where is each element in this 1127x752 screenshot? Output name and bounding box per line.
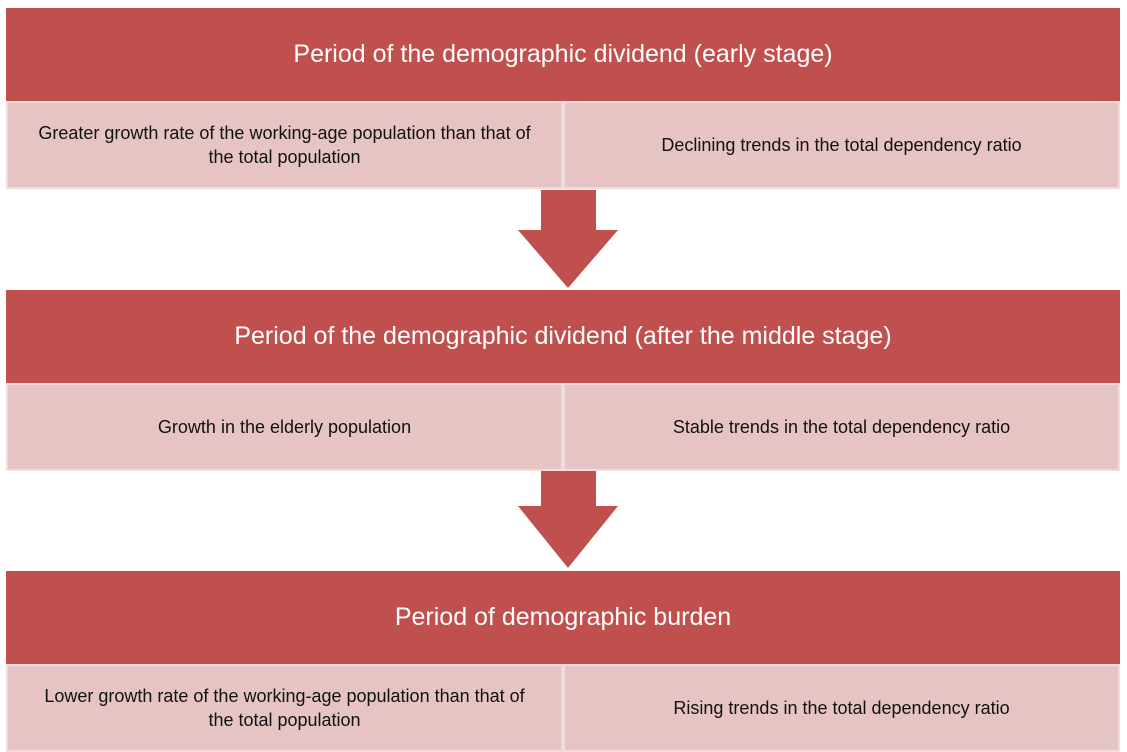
stage-item: Rising trends in the total dependency ra…	[563, 664, 1120, 752]
down-arrow	[518, 470, 618, 568]
stage-details: Lower growth rate of the working-age pop…	[6, 664, 1120, 752]
stage-item: Declining trends in the total dependency…	[563, 101, 1120, 189]
stage-title: Period of the demographic dividend (afte…	[6, 290, 1120, 383]
stage-details: Greater growth rate of the working-age p…	[6, 101, 1120, 189]
down-arrow	[518, 190, 618, 288]
stage-details: Growth in the elderly population Stable t…	[6, 383, 1120, 471]
stage-item: Lower growth rate of the working-age pop…	[6, 664, 563, 752]
stage-item: Greater growth rate of the working-age p…	[6, 101, 563, 189]
stage-item: Stable trends in the total dependency ra…	[563, 383, 1120, 471]
stage-title: Period of the demographic dividend (earl…	[6, 8, 1120, 101]
stage-item: Growth in the elderly population	[6, 383, 563, 471]
stage-title: Period of demographic burden	[6, 571, 1120, 664]
